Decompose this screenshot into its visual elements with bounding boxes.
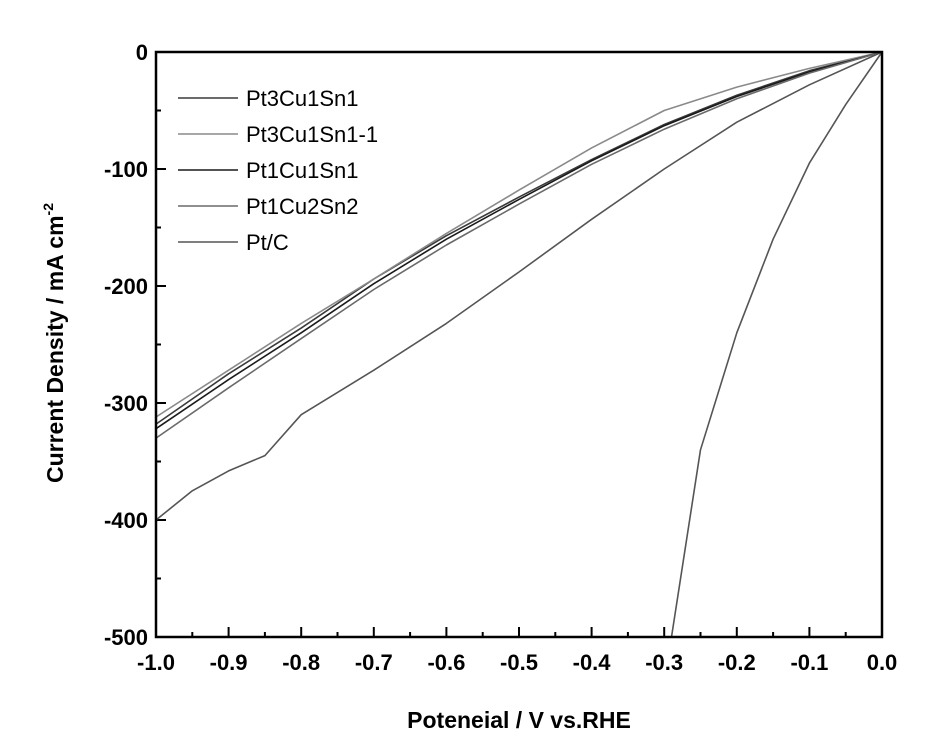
y-axis-title-superscript: -2 <box>40 203 56 216</box>
x-tick-label: -0.2 <box>718 650 756 675</box>
legend-label: Pt3Cu1Sn1-1 <box>246 122 378 147</box>
x-tick-labels: -1.0 -0.9 -0.8 -0.7 -0.6 -0.5 -0.4 -0.3 -0.2 -0.1… <box>137 650 897 675</box>
legend-label: Pt3Cu1Sn1 <box>246 86 359 111</box>
x-tick-label: -0.7 <box>355 650 393 675</box>
series-line-5 <box>672 52 883 637</box>
legend-label: Pt1Cu1Sn1 <box>246 158 359 183</box>
y-tick-label: -400 <box>104 508 148 533</box>
y-tick-label: -500 <box>104 625 148 650</box>
x-tick-label: -0.8 <box>282 650 320 675</box>
y-tick-labels: 0 -100 -200 -300 -400 -500 <box>104 40 148 650</box>
x-tick-label: -0.5 <box>500 650 538 675</box>
y-tick-label: -100 <box>104 157 148 182</box>
x-tick-label: -0.9 <box>210 650 248 675</box>
x-tick-label: -0.1 <box>790 650 828 675</box>
legend-label: Pt/C <box>246 230 289 255</box>
legend-label: Pt1Cu2Sn2 <box>246 194 359 219</box>
x-tick-label: 0.0 <box>867 650 898 675</box>
y-tick-label: -200 <box>104 274 148 299</box>
x-tick-label: -0.6 <box>427 650 465 675</box>
legend: Pt3Cu1Sn1 Pt3Cu1Sn1-1 Pt1Cu1Sn1 Pt1Cu2Sn2 Pt… <box>178 86 378 255</box>
x-tick-label: -0.4 <box>573 650 612 675</box>
x-axis-title: Poteneial / V vs.RHE <box>407 707 631 733</box>
y-tick-label: -300 <box>104 391 148 416</box>
y-axis-title: Current Density / mA cm-2 <box>40 203 68 483</box>
x-tick-label: -1.0 <box>137 650 175 675</box>
x-tick-label: -0.3 <box>645 650 683 675</box>
y-axis-title-main: Current Density / mA cm <box>42 215 68 483</box>
y-tick-label: 0 <box>136 40 148 65</box>
